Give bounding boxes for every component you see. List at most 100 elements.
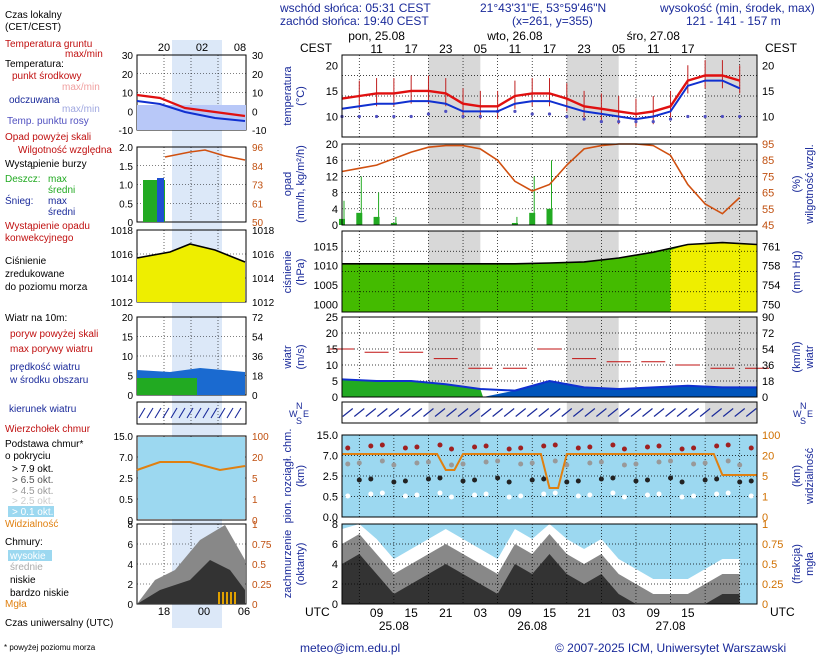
mini-sky bbox=[138, 437, 245, 519]
mini-tick-right: 96 bbox=[252, 143, 264, 154]
dew-point-dot bbox=[392, 114, 396, 119]
press-tick: 1005 bbox=[314, 280, 338, 292]
wind-arrow bbox=[457, 408, 469, 417]
mini-tick-right: 0.5 bbox=[252, 560, 266, 571]
wind-kmh-tick: 54 bbox=[762, 344, 774, 356]
cover-tick: 8 bbox=[332, 519, 338, 531]
dew-point-dot bbox=[374, 114, 379, 119]
legend-label: Wierzchołek chmur bbox=[5, 424, 91, 435]
mini-tick-left: 30 bbox=[122, 51, 134, 62]
cloud-base-dot bbox=[644, 444, 650, 450]
wind-arrow bbox=[353, 408, 365, 417]
mini-tick-left: 1018 bbox=[111, 226, 134, 237]
panel-frame-dir bbox=[341, 401, 758, 424]
mini-top-tick: 08 bbox=[234, 42, 246, 54]
dir-s-r: S bbox=[800, 416, 806, 426]
cloud-base-dot bbox=[656, 443, 662, 449]
mini-tick-right: 30 bbox=[252, 51, 264, 62]
cloud-base-dot bbox=[529, 477, 535, 483]
legend-label: max porywy wiatru bbox=[10, 344, 93, 355]
legend-label: odczuwana bbox=[9, 95, 60, 106]
hour-bottom: 21 bbox=[577, 606, 591, 620]
cloud-base-dot bbox=[714, 443, 720, 449]
legend-label: Opad powyżej skali bbox=[5, 132, 91, 143]
dew-point-dot bbox=[668, 117, 673, 121]
cloud-base-dot bbox=[379, 490, 385, 496]
press-mm-tick: 758 bbox=[762, 261, 780, 273]
cloud-base-dot bbox=[679, 446, 685, 452]
cloud-base-dot bbox=[541, 443, 547, 449]
mini-tick-right: 0 bbox=[252, 516, 258, 527]
cloud-base-dot bbox=[610, 490, 616, 496]
mini-wind-fill-green bbox=[137, 378, 197, 395]
cloud-base-dot bbox=[621, 462, 627, 468]
hour-top: 05 bbox=[612, 42, 626, 56]
pressure-fill-high bbox=[670, 242, 757, 312]
cloud-base-dot bbox=[472, 444, 478, 450]
legend-label: bardzo niskie bbox=[10, 588, 69, 599]
hour-top: 11 bbox=[647, 42, 660, 56]
axis-title-fog: mgła bbox=[804, 551, 816, 576]
cloud-base-dot bbox=[414, 460, 420, 466]
legend-label: zredukowane bbox=[5, 269, 65, 280]
fog-tick: 0.5 bbox=[762, 559, 777, 571]
mini-tick-right: 0 bbox=[252, 391, 258, 402]
axis-title-fog-unit: (frakcja) bbox=[791, 544, 803, 584]
wind-arrow bbox=[411, 408, 423, 417]
mini-wind-arrow bbox=[138, 407, 146, 419]
cloud-base-dot bbox=[621, 446, 627, 452]
mini-tick-left: -10 bbox=[119, 126, 134, 137]
mini-tick-left: 0 bbox=[127, 516, 133, 527]
cloud-base-dot bbox=[598, 476, 604, 482]
cloud-base-dot bbox=[495, 475, 501, 481]
precip-tick: 12 bbox=[326, 171, 338, 183]
mini-wind-arrow bbox=[218, 407, 226, 419]
hour-top: 05 bbox=[474, 42, 488, 56]
legend-label: Deszcz: bbox=[5, 174, 41, 185]
cloud-base-dot bbox=[725, 490, 731, 496]
cest-label-left: CEST bbox=[300, 41, 333, 55]
cloud-base-dot bbox=[391, 479, 397, 485]
legend-okt-swatch bbox=[8, 506, 54, 517]
wind-arrow bbox=[503, 408, 515, 417]
axis-title-mmhg: (mm Hg) bbox=[791, 251, 803, 294]
contact-email[interactable]: meteo@icm.edu.pl bbox=[300, 641, 401, 655]
cloud-base-dot bbox=[460, 461, 466, 467]
wind-arrow bbox=[365, 408, 377, 417]
cloud-base-dot bbox=[483, 491, 489, 497]
legend-label: (CET/CEST) bbox=[5, 22, 61, 33]
cloud-base-dot bbox=[541, 491, 547, 497]
cloud-base-dot bbox=[644, 492, 650, 498]
mini-tick-left: 0 bbox=[127, 600, 133, 611]
mini-press-fill bbox=[137, 244, 245, 302]
dir-w-r: W bbox=[793, 409, 802, 419]
cloud-base-dot bbox=[575, 445, 581, 451]
wind-kmh-tick: 18 bbox=[762, 376, 774, 388]
mini-tick-left: 0.5 bbox=[119, 495, 133, 506]
cloud-low-fill bbox=[342, 554, 740, 604]
legend-label: Temp. punktu rosy bbox=[7, 116, 89, 127]
legend-label: Wiatr na 10m: bbox=[5, 313, 67, 324]
cloud-base-dot bbox=[414, 492, 420, 498]
dew-point-dot bbox=[582, 117, 586, 121]
copyright-text: © 2007-2025 ICM, Uniwersytet Warszawski bbox=[555, 641, 787, 655]
cover-tick: 0 bbox=[332, 599, 338, 611]
mini-wind-arrow bbox=[194, 407, 202, 419]
mini-tick-left: 1.5 bbox=[119, 162, 133, 173]
day-label-top: wto, 26.08 bbox=[486, 29, 543, 43]
dew-point-dot bbox=[357, 114, 361, 119]
axis-title-humidity: wilgotność wzgl. bbox=[804, 144, 816, 224]
hour-bottom: 09 bbox=[508, 606, 522, 620]
legend-label: Chmury: bbox=[5, 537, 43, 548]
pressure-line bbox=[342, 241, 758, 265]
panel-frame-wind bbox=[341, 316, 758, 398]
dew-point-dot bbox=[444, 109, 448, 113]
legend-label: Czas uniwersalny (UTC) bbox=[5, 618, 113, 629]
cloud-base-dot bbox=[691, 445, 697, 451]
axis-title-vis-unit: (km) bbox=[791, 465, 803, 487]
mini-wind-arrow bbox=[226, 407, 234, 419]
mini-fog-bar bbox=[234, 592, 236, 604]
cloud-base-dot bbox=[714, 491, 720, 497]
dew-point-dot bbox=[530, 112, 534, 116]
legend-label: max bbox=[48, 174, 67, 185]
